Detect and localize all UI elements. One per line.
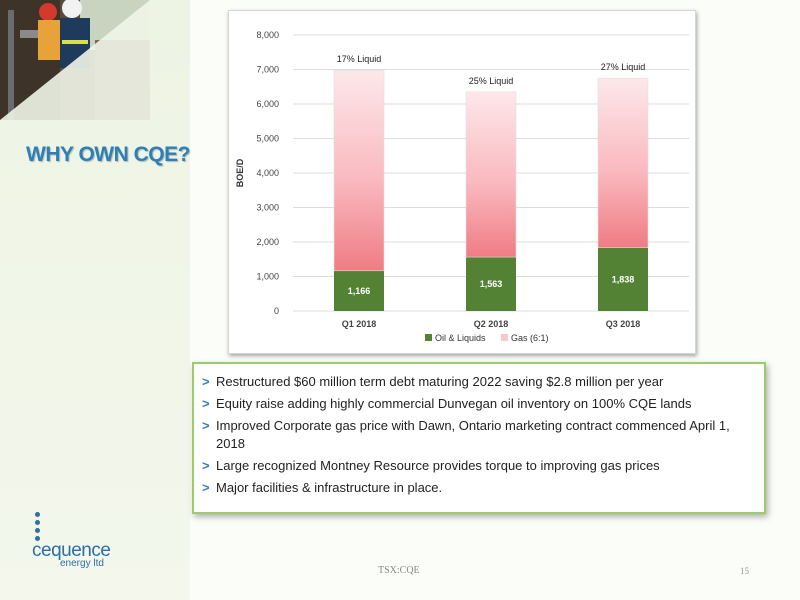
page-number: 15 — [740, 566, 749, 576]
bar-oil-liquids — [598, 247, 648, 311]
legend-label: Gas (6:1) — [511, 333, 549, 343]
bar-gas — [597, 77, 649, 248]
bar-oil-liquids — [334, 270, 384, 311]
bar-gas — [465, 91, 517, 258]
data-label: 1,563 — [480, 279, 503, 289]
bullet-text: Improved Corporate gas price with Dawn, … — [216, 418, 730, 451]
bullet-text: Major facilities & infrastructure in pla… — [216, 480, 443, 495]
legend-swatch-gas — [501, 334, 508, 341]
logo-name: cequence — [32, 540, 111, 561]
legend-swatch-oil — [425, 334, 432, 341]
data-label: 1,166 — [348, 286, 371, 296]
production-chart: 0 1,000 2,000 3,000 4,000 5,000 6,000 7,000 8,00… — [235, 30, 689, 343]
bullet-text: Equity raise adding highly commercial Du… — [216, 396, 692, 411]
bar-gas — [333, 69, 385, 272]
y-tick-label: 7,000 — [256, 65, 279, 75]
company-logo: cequence energy ltd — [30, 512, 150, 572]
footer-ticker: TSX:CQE — [378, 565, 420, 576]
bullet-box: > Restructured $60 million term debt matu… — [192, 362, 766, 514]
x-tick-label: Q1 2018 — [342, 319, 377, 329]
y-tick-label: 1,000 — [256, 272, 279, 282]
bar-oil-liquids — [466, 257, 516, 311]
bullet-list: > Restructured $60 million term debt matu… — [194, 364, 764, 497]
bullet-marker: > — [202, 374, 210, 389]
bullet-item: > Major facilities & infrastructure in pl… — [202, 479, 764, 497]
chart-card: 0 1,000 2,000 3,000 4,000 5,000 6,000 7,000 8,00… — [228, 10, 696, 354]
y-tick-label: 5,000 — [256, 134, 279, 144]
y-tick-label: 2,000 — [256, 237, 279, 247]
bullet-item: > Restructured $60 million term debt matu… — [202, 373, 764, 391]
bullet-marker: > — [202, 480, 210, 495]
x-tick-label: Q3 2018 — [606, 319, 641, 329]
page-title: WHY OWN CQE? — [26, 143, 190, 166]
y-tick-label: 4,000 — [256, 168, 279, 178]
logo-subtitle: energy ltd — [60, 558, 104, 569]
y-axis-label: BOE/D — [235, 158, 245, 187]
y-tick-label: 0 — [274, 306, 279, 316]
bullet-item: > Large recognized Montney Resource provi… — [202, 457, 764, 475]
bullet-marker: > — [202, 458, 210, 473]
logo-dots-icon — [35, 512, 41, 544]
x-tick-label: Q2 2018 — [474, 319, 509, 329]
oilfield-photo — [0, 0, 150, 120]
legend-label: Oil & Liquids — [435, 333, 486, 343]
bullet-item: > Equity raise adding highly commercial D… — [202, 395, 764, 413]
y-tick-label: 6,000 — [256, 99, 279, 109]
bullet-marker: > — [202, 396, 210, 411]
data-label: 1,838 — [612, 274, 635, 284]
bullet-marker: > — [202, 418, 210, 433]
liquid-pct-annotation: 17% Liquid — [337, 54, 382, 64]
liquid-pct-annotation: 27% Liquid — [601, 62, 646, 72]
liquid-pct-annotation: 25% Liquid — [469, 76, 514, 86]
bullet-item: > Improved Corporate gas price with Dawn,… — [202, 417, 764, 453]
y-tick-label: 8,000 — [256, 30, 279, 40]
y-tick-label: 3,000 — [256, 203, 279, 213]
bullet-text: Restructured $60 million term debt matur… — [216, 374, 664, 389]
bullet-text: Large recognized Montney Resource provid… — [216, 458, 660, 473]
